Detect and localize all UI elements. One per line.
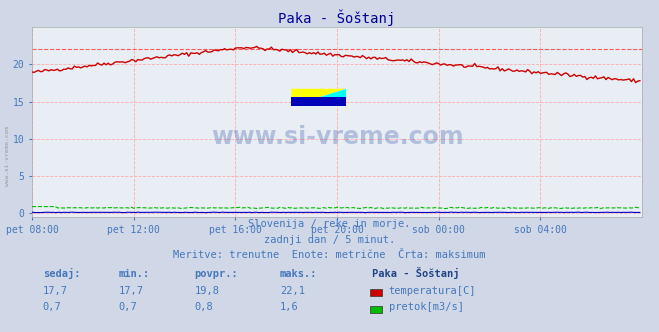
Text: temperatura[C]: temperatura[C] [389, 286, 476, 296]
Text: povpr.:: povpr.: [194, 269, 238, 279]
Text: 17,7: 17,7 [119, 286, 144, 296]
Text: pretok[m3/s]: pretok[m3/s] [389, 302, 464, 312]
Text: Meritve: trenutne  Enote: metrične  Črta: maksimum: Meritve: trenutne Enote: metrične Črta: … [173, 250, 486, 260]
Text: 22,1: 22,1 [280, 286, 305, 296]
Polygon shape [291, 89, 346, 106]
Text: Paka - Šoštanj: Paka - Šoštanj [372, 267, 460, 279]
Polygon shape [291, 89, 346, 106]
Text: 1,6: 1,6 [280, 302, 299, 312]
Text: 19,8: 19,8 [194, 286, 219, 296]
Text: 0,7: 0,7 [43, 302, 61, 312]
Text: www.si-vreme.com: www.si-vreme.com [5, 126, 11, 186]
Text: 0,7: 0,7 [119, 302, 137, 312]
Text: sedaj:: sedaj: [43, 268, 80, 279]
Text: Slovenija / reke in morje.: Slovenija / reke in morje. [248, 219, 411, 229]
Text: maks.:: maks.: [280, 269, 318, 279]
Text: 17,7: 17,7 [43, 286, 68, 296]
Text: min.:: min.: [119, 269, 150, 279]
Title: Paka - Šoštanj: Paka - Šoštanj [278, 9, 395, 26]
FancyBboxPatch shape [291, 97, 346, 106]
Text: zadnji dan / 5 minut.: zadnji dan / 5 minut. [264, 235, 395, 245]
Text: www.si-vreme.com: www.si-vreme.com [211, 125, 463, 149]
Text: 0,8: 0,8 [194, 302, 213, 312]
